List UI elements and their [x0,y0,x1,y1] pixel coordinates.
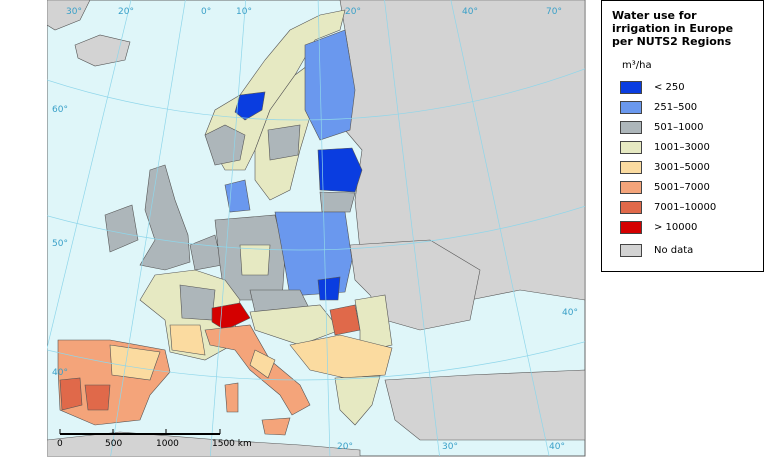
sardinia [224,382,239,413]
legend-label: 5001–7000 [654,181,710,193]
balkans [289,334,393,379]
greece [334,375,381,426]
legend-swatch [620,200,642,214]
legend-swatch [620,80,642,94]
finland [304,29,356,141]
lithuania [319,191,356,213]
graticule-label: 70° [546,7,562,17]
iceland [74,34,131,67]
region [84,384,111,411]
legend-item: 7001–10000 [612,197,753,217]
legend-swatch [620,180,642,194]
legend-label: 7001–10000 [654,201,717,213]
legend-swatch [620,220,642,234]
austria-hungary [249,304,341,346]
region [169,324,206,356]
graticule [47,0,585,456]
turkey [384,369,585,441]
legend-label: 3001–5000 [654,161,710,173]
legend-label: < 250 [654,81,685,93]
legend-swatch [620,100,642,114]
graticule-label: 30° [442,442,458,452]
baltics [317,147,363,193]
legend-label: 251–500 [654,101,698,113]
greenland [47,0,91,31]
uk [139,164,191,271]
scale-label: 1500 km [212,439,252,449]
legend-item: > 10000 [612,217,753,237]
legend-item: 3001–5000 [612,157,753,177]
graticule-label: 60° [52,105,68,115]
legend-swatch [620,243,642,257]
legend-item: 5001–7000 [612,177,753,197]
legend-item: 1001–3000 [612,137,753,157]
legend-label: No data [654,244,694,256]
scale-label: 0 [57,439,63,449]
legend-item: No data [612,240,753,260]
region [267,124,301,161]
scale-label: 500 [105,439,122,449]
legend: Water use for irrigation in Europe per N… [601,0,764,272]
region [179,284,216,321]
graticule-label: 10° [236,7,252,17]
graticule-label: 20° [337,442,353,452]
region [249,349,276,379]
graticule-label: 30° [66,7,82,17]
scale-bar: 0 500 1000 1500 km [57,429,252,449]
graticule-label: 0° [201,7,211,17]
region [317,276,341,301]
norway [204,9,346,171]
legend-label: 501–1000 [654,121,704,133]
graticule-label: 40° [462,7,478,17]
ireland [104,204,139,253]
map: 30° 20° 0° 10° 20° 40° 70° 60° 50° 40° 2… [47,0,586,457]
graticule-label: 20° [345,7,361,17]
legend-label: > 10000 [654,221,698,233]
graticule-label: 40° [52,368,68,378]
legend-swatch [620,120,642,134]
legend-item: 251–500 [612,97,753,117]
legend-swatch [620,160,642,174]
region [109,344,161,381]
sicily [261,417,291,436]
legend-unit: m³/ha [622,60,652,71]
legend-swatch [620,140,642,154]
poland [274,211,353,297]
legend-title: Water use for irrigation in Europe per N… [612,9,734,48]
region [234,91,266,121]
graticule-label: 40° [562,308,578,318]
region [239,244,271,276]
region [59,377,83,411]
graticule-label: 40° [549,442,565,452]
romania-region [329,304,361,336]
legend-label: 1001–3000 [654,141,710,153]
legend-item: 501–1000 [612,117,753,137]
graticule-label: 20° [118,7,134,17]
scale-label: 1000 [156,439,179,449]
legend-item: < 250 [612,77,753,97]
graticule-label: 50° [52,239,68,249]
